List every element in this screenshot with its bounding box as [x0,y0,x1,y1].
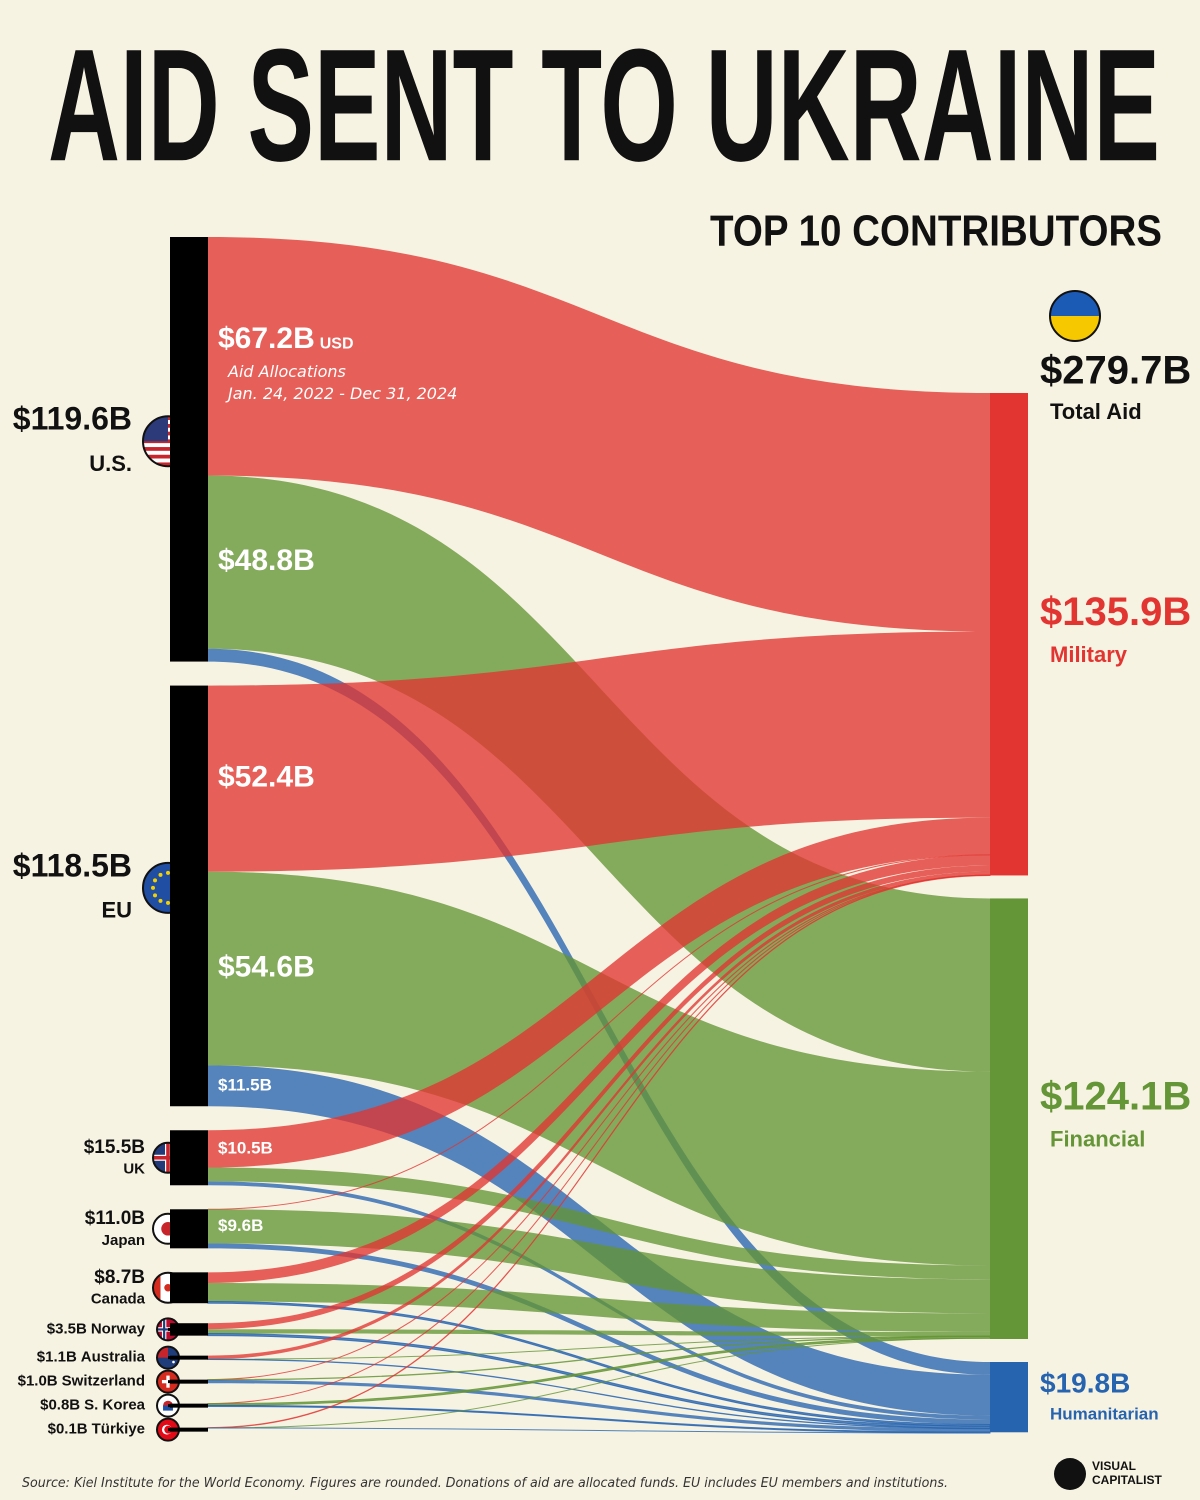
flag-part [153,878,158,883]
source-bar [170,1209,208,1249]
source-bar [170,1355,208,1360]
flow [208,1329,990,1337]
flag-part [166,900,170,905]
flag-part [158,898,163,903]
source-name: Norway [91,1320,146,1337]
flow-label: $67.2B [218,322,315,355]
target-name: Military [1050,642,1128,667]
flag-part [163,1405,173,1411]
source-value: $0.8B [40,1397,80,1414]
source-bar [170,237,208,662]
target-value: $135.9B [1040,590,1191,634]
target-value: $124.1B [1040,1074,1191,1118]
flag-part [166,1142,170,1173]
source-value: $8.7B [94,1267,145,1288]
unit-label: USD [320,335,354,352]
target-bar [990,898,1028,1339]
source-bar [170,1272,208,1304]
source-bar [170,1379,208,1384]
source-bar [170,1427,208,1432]
flow [208,871,990,1360]
total-value: $279.7B [1040,349,1191,393]
source-bar [170,685,208,1107]
source-bar [170,1403,208,1408]
flow [208,631,990,872]
source-bar [170,1130,208,1186]
flow-label: $9.6B [218,1216,263,1235]
flag-part [143,454,193,459]
period-label: Jan. 24, 2022 - Dec 31, 2024 [225,384,457,403]
flag-part [172,1360,175,1364]
source-name: Australia [81,1349,146,1366]
flow-label: $10.5B [218,1138,273,1157]
source-name: U.S. [89,451,132,476]
target-bar [990,393,1028,876]
flow [208,1167,990,1280]
source-value: $3.5B [47,1320,87,1337]
brand-text: CAPITALIST [1092,1473,1162,1487]
target-bar [990,1362,1028,1433]
flow [208,1282,990,1332]
chart-subtitle: TOP 10 CONTRIBUTORS [710,207,1162,256]
flow [208,865,990,1330]
flow [207,1427,991,1434]
flag-part [166,870,170,875]
source-value: $15.5B [84,1137,145,1158]
target-name: Financial [1050,1127,1145,1152]
target-value: $19.8B [1040,1368,1130,1399]
brand-logo: VISUAL CAPITALIST [1054,1458,1162,1490]
flow-label: $48.8B [218,544,315,577]
flag-ring [1049,290,1101,342]
source-name: EU [101,898,132,923]
source-value: $1.0B [18,1373,58,1390]
source-name: S. Korea [84,1397,146,1414]
source-value: $11.0B [85,1208,145,1229]
source-name: Japan [102,1232,145,1249]
flow [208,854,990,1283]
source-name: Switzerland [62,1373,145,1390]
logo-mark [1054,1458,1086,1490]
flag-part [143,447,193,451]
flag-part [153,1272,161,1303]
source-value: $1.1B [37,1349,77,1366]
flag-part [157,1346,168,1358]
source-name: Canada [91,1291,146,1308]
source-value: $118.5B [13,847,132,883]
flows [207,237,991,1434]
source-note: Source: Kiel Institute for the World Eco… [22,1475,948,1491]
flow-label: $52.4B [218,761,315,794]
source-value: $0.1B [48,1421,88,1438]
brand-text: VISUAL [1092,1459,1136,1473]
flag-part [158,872,163,877]
flag-part [164,1284,172,1292]
flow [208,817,990,1168]
source-bar [170,1323,208,1336]
flow-label: $11.5B [218,1075,272,1094]
flow [208,1065,990,1416]
source-value: $119.6B [13,401,132,437]
flag-part [153,893,158,898]
chart-title: AID SENT TO UKRAINE [48,15,1160,194]
note-label: Aid Allocations [227,362,346,381]
flag-part [151,885,155,890]
total-name: Total Aid [1050,399,1142,424]
flag-part [143,462,193,467]
flow-label: $54.6B [218,950,315,983]
target-name: Humanitarian [1050,1405,1159,1424]
ukraine-flag [1049,290,1101,342]
flow [208,237,990,632]
source-name: UK [123,1161,145,1178]
source-name: Türkiye [92,1421,145,1438]
flow [208,1379,990,1432]
